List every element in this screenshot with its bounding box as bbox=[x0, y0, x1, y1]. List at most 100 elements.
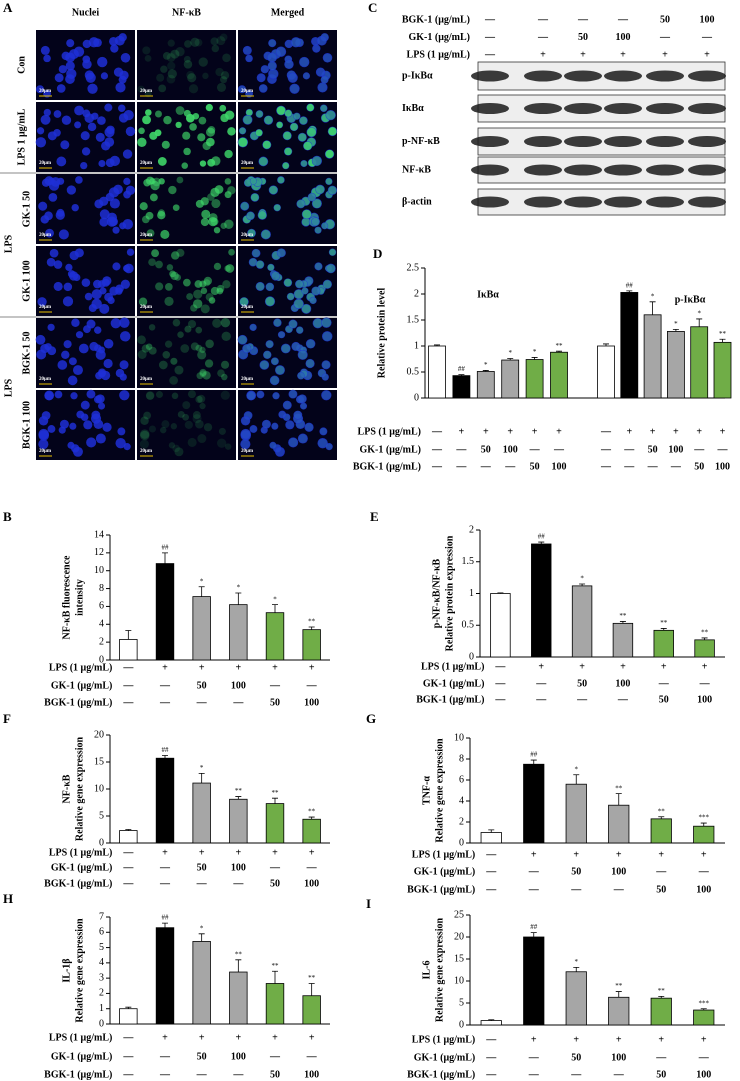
y-tick-label: 0 bbox=[414, 392, 419, 403]
significance: ** bbox=[719, 330, 727, 338]
nucleus bbox=[301, 287, 309, 295]
condition-value: — bbox=[484, 14, 496, 25]
nfkb-signal bbox=[249, 324, 257, 331]
nucleus bbox=[120, 53, 131, 63]
nucleus bbox=[43, 108, 51, 117]
nfkb-signal bbox=[139, 429, 150, 439]
bar bbox=[155, 563, 175, 661]
blot-band bbox=[688, 136, 726, 147]
blot-band bbox=[646, 103, 684, 114]
error-bar bbox=[615, 991, 622, 998]
condition-value: — bbox=[535, 694, 547, 705]
condition-value: + bbox=[162, 1032, 168, 1043]
nfkb-signal bbox=[298, 434, 308, 444]
nfkb-signal bbox=[315, 185, 325, 194]
error-bar bbox=[272, 970, 278, 984]
nfkb-signal bbox=[190, 37, 200, 47]
condition-value: 50 bbox=[197, 680, 207, 691]
nucleus bbox=[73, 365, 83, 376]
nfkb-signal bbox=[241, 416, 250, 425]
nucleus bbox=[53, 281, 63, 291]
nfkb-signal bbox=[325, 149, 334, 159]
condition-value: + bbox=[235, 1032, 241, 1043]
nfkb-signal bbox=[205, 103, 213, 112]
nfkb-signal bbox=[243, 115, 253, 125]
nfkb-signal bbox=[183, 60, 193, 69]
nfkb-signal bbox=[199, 402, 206, 410]
nfkb-signal bbox=[277, 248, 286, 257]
condition-value: 100 bbox=[715, 461, 730, 472]
condition-value: — bbox=[122, 847, 134, 858]
bar bbox=[155, 927, 175, 1025]
condition-value: — bbox=[553, 444, 565, 455]
nucleus bbox=[309, 296, 317, 305]
condition-value: — bbox=[504, 461, 516, 472]
bar bbox=[650, 818, 672, 844]
nucleus bbox=[114, 35, 125, 46]
condition-value: + bbox=[459, 426, 465, 437]
nfkb-signal bbox=[308, 193, 316, 201]
nfkb-signal bbox=[149, 193, 158, 202]
significance: ## bbox=[162, 746, 170, 754]
blot-band bbox=[564, 70, 602, 82]
nfkb-signal bbox=[161, 140, 170, 149]
condition-value: + bbox=[309, 1032, 315, 1043]
nfkb-signal bbox=[323, 280, 332, 289]
nfkb-signal bbox=[203, 423, 213, 432]
nucleus bbox=[255, 281, 265, 291]
nucleus bbox=[56, 84, 66, 93]
nfkb-signal bbox=[198, 57, 208, 67]
nucleus bbox=[320, 75, 329, 84]
nfkb-signal bbox=[220, 222, 227, 229]
nfkb-signal bbox=[287, 293, 295, 301]
nucleus bbox=[276, 248, 286, 258]
nucleus bbox=[58, 65, 67, 74]
nfkb-signal bbox=[167, 61, 176, 71]
condition-value: — bbox=[600, 426, 612, 437]
nfkb-signal bbox=[148, 346, 157, 355]
condition-value: — bbox=[306, 862, 318, 873]
nucleus bbox=[289, 83, 300, 94]
nfkb-signal bbox=[183, 278, 191, 287]
nfkb-signal bbox=[182, 131, 191, 140]
scale-bar-label: 20μm bbox=[241, 449, 254, 454]
y-tick-label: 0 bbox=[459, 837, 464, 848]
error-bar bbox=[700, 1008, 707, 1011]
nfkb-signal bbox=[220, 390, 230, 400]
nfkb-signal bbox=[205, 339, 214, 349]
nfkb-signal bbox=[157, 157, 167, 166]
condition-value: — bbox=[494, 694, 506, 705]
error-bar bbox=[573, 774, 580, 785]
nfkb-signal bbox=[214, 185, 224, 194]
condition-value: + bbox=[235, 662, 241, 673]
blot-band bbox=[524, 136, 562, 147]
nucleus bbox=[242, 45, 252, 55]
y-tick-label: 1 bbox=[469, 588, 474, 599]
nfkb-signal bbox=[219, 33, 228, 42]
nucleus bbox=[81, 147, 91, 156]
nucleus bbox=[82, 109, 91, 118]
nfkb-signal bbox=[187, 390, 196, 399]
nfkb-signal bbox=[158, 178, 165, 185]
nucleus bbox=[119, 360, 129, 370]
condition-label: GK-1 (μg/mL) bbox=[51, 1051, 113, 1062]
nfkb-signal bbox=[171, 392, 179, 400]
nfkb-signal bbox=[262, 140, 271, 149]
condition-value: + bbox=[701, 1034, 707, 1045]
nfkb-signal bbox=[228, 248, 235, 256]
nfkb-signal bbox=[208, 297, 216, 304]
nfkb-signal bbox=[216, 36, 226, 46]
nfkb-signal bbox=[239, 297, 249, 306]
nfkb-signal bbox=[138, 127, 145, 135]
error-bar bbox=[458, 374, 465, 376]
condition-value: — bbox=[670, 461, 682, 472]
significance: *** bbox=[699, 814, 710, 822]
nucleus bbox=[269, 441, 277, 449]
nfkb-signal bbox=[222, 53, 231, 63]
y-tick-label: 14 bbox=[94, 529, 104, 540]
nucleus bbox=[123, 177, 131, 186]
scale-bar-label: 20μm bbox=[241, 161, 254, 166]
nucleus bbox=[56, 156, 67, 167]
nfkb-signal bbox=[246, 211, 255, 220]
nfkb-signal bbox=[314, 226, 322, 234]
